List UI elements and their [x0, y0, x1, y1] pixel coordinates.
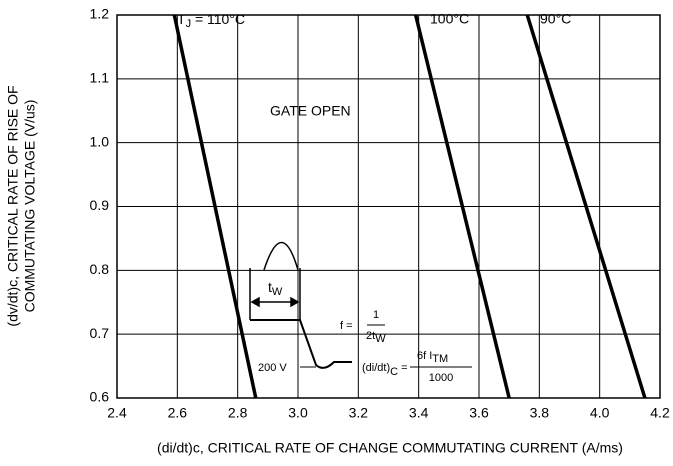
x-tick-label: 2.6	[168, 405, 188, 421]
annotation: GATE OPEN	[270, 103, 351, 119]
y-axis-label: COMMUTATING VOLTAGE (V/us)	[22, 100, 38, 313]
y-tick-label: 1.1	[90, 70, 110, 86]
y-tick-label: 1.2	[90, 6, 110, 22]
legend-label: TJ = 110°C	[177, 11, 245, 30]
inset	[249, 241, 472, 369]
y-tick-label: 0.9	[90, 197, 110, 213]
inset-label: 200 V	[258, 362, 287, 374]
x-tick-label: 4.0	[590, 405, 610, 421]
pulse	[263, 241, 299, 271]
legend-label-part: = 110°C	[191, 11, 245, 27]
inset-label: tW	[268, 279, 283, 298]
inset-label: (di/dt)C =	[362, 362, 408, 378]
inset-label: 6f ITM	[417, 350, 448, 365]
inset-label: 2tW	[366, 330, 386, 345]
legend-label-part: T	[177, 11, 186, 27]
plot-frame	[116, 14, 661, 399]
y-tick-label: 0.7	[90, 325, 110, 341]
arrowhead	[250, 296, 300, 308]
y-tick-label: 0.6	[90, 389, 110, 405]
x-tick-label: 3.0	[288, 405, 308, 421]
series-line	[413, 14, 511, 399]
x-tick-label: 3.4	[409, 405, 429, 421]
x-tick-label: 2.8	[228, 405, 248, 421]
y-tick-label: 0.8	[90, 261, 110, 277]
series-line	[172, 14, 258, 399]
x-tick-label: 3.2	[349, 405, 369, 421]
y-tick-label: 1.0	[90, 133, 110, 149]
x-tick-label: 3.6	[469, 405, 489, 421]
x-tick-label: 3.8	[530, 405, 550, 421]
series-line	[525, 14, 647, 399]
x-tick-label: 4.2	[650, 405, 670, 421]
x-axis-label: (di/dt)c, CRITICAL RATE OF CHANGE COMMUT…	[157, 440, 623, 456]
inset-label: f =	[340, 320, 353, 332]
legend-label: 90°C	[540, 11, 571, 27]
legend-label-part: J	[186, 18, 192, 30]
inset-label: 1	[373, 309, 379, 321]
x-tick-label: 2.4	[107, 405, 127, 421]
y-axis-label: (dv/dt)c, CRITICAL RATE OF RISE OF	[5, 85, 21, 326]
inset-label: 1000	[429, 372, 453, 384]
legend-label: 100°C	[430, 11, 469, 27]
waveform	[250, 319, 352, 369]
